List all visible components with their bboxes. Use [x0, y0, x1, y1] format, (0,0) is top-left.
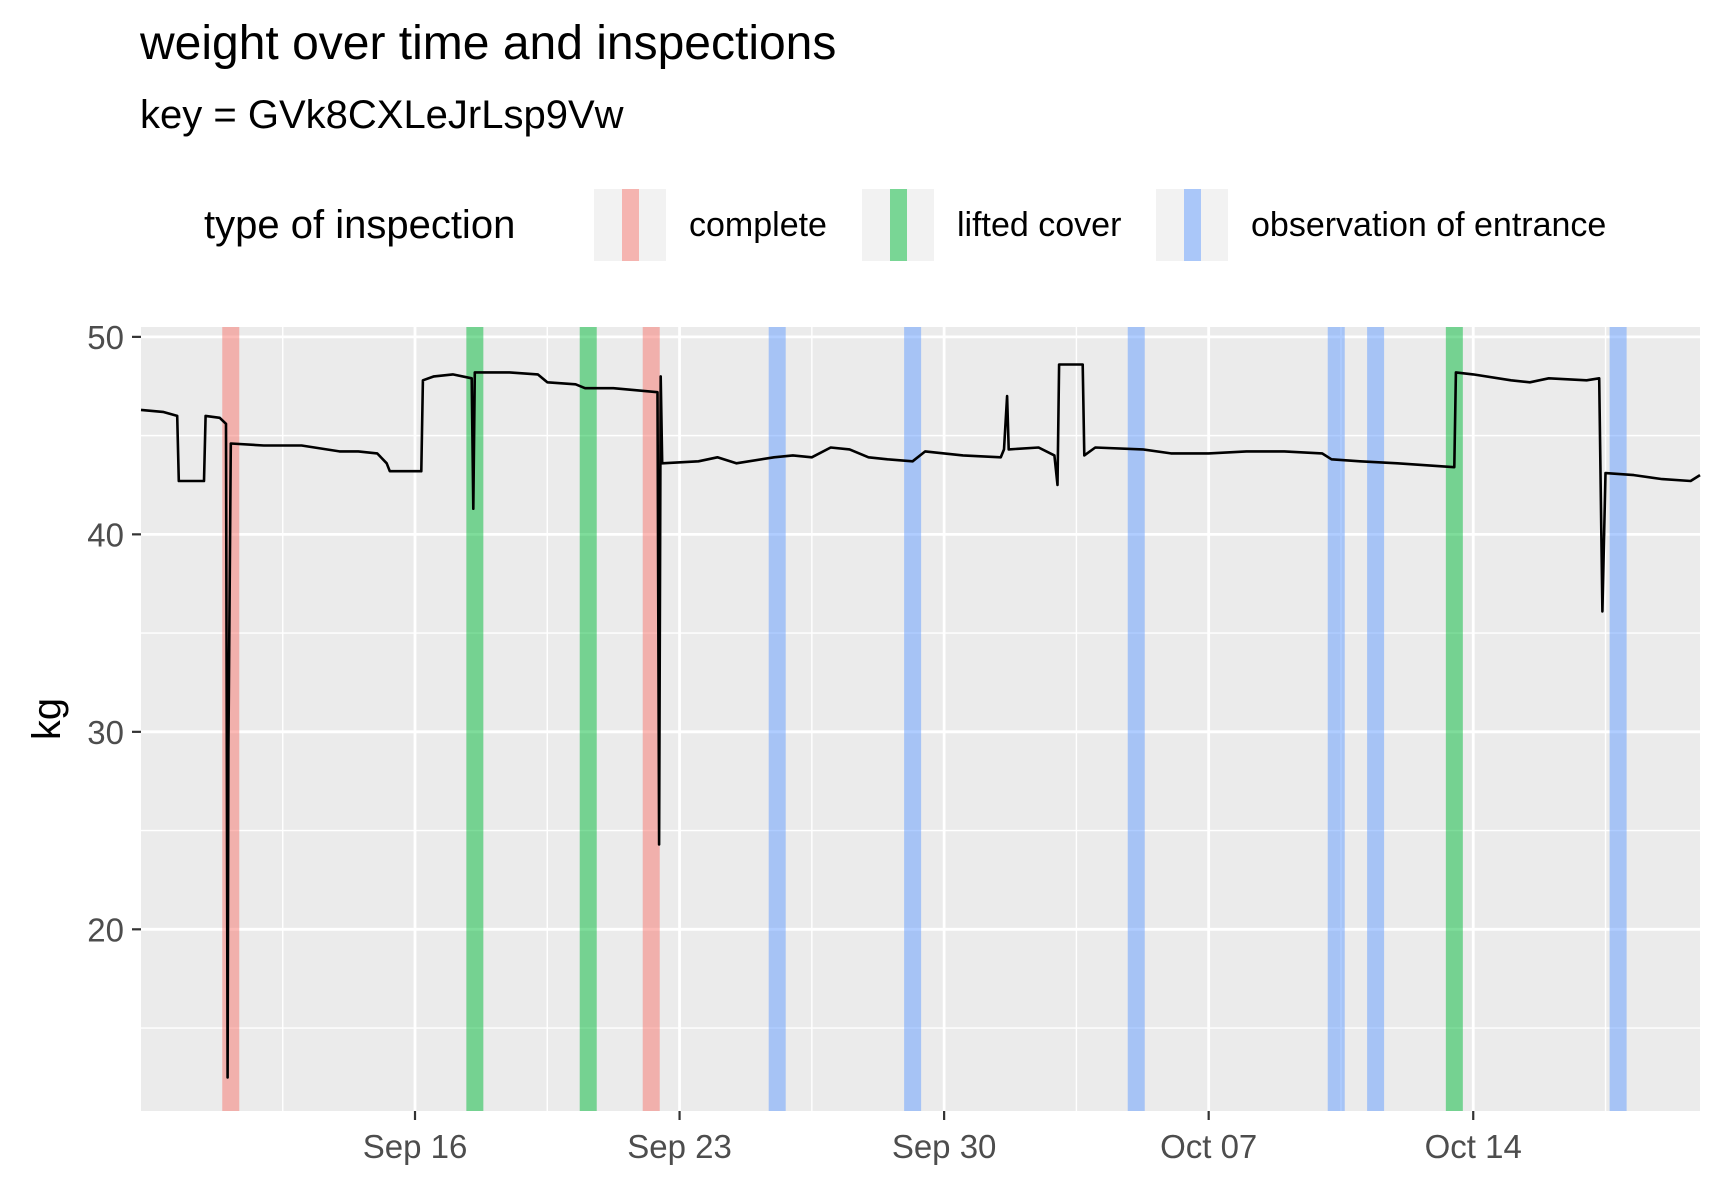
legend-swatch-observation-of-entrance	[1184, 189, 1201, 261]
inspection-band-observation-of-entrance	[768, 327, 786, 1111]
chart-subtitle: key = GVk8CXLeJrLsp9Vw	[140, 93, 624, 137]
legend-title: type of inspection	[204, 203, 516, 247]
legend-swatch-lifted-cover	[890, 189, 907, 261]
legend-swatch-complete	[622, 189, 639, 261]
x-tick-label: Oct 14	[1425, 1128, 1522, 1165]
x-tick-label: Sep 23	[627, 1128, 732, 1165]
x-axis: Sep 16 Sep 23 Sep 30 Oct 07 Oct 14	[363, 1111, 1522, 1165]
inspection-band-observation-of-entrance	[1609, 327, 1627, 1111]
inspection-band-observation-of-entrance	[1127, 327, 1145, 1111]
x-tick-label: Sep 30	[892, 1128, 997, 1165]
inspection-band-lifted-cover	[1445, 327, 1463, 1111]
legend-label-complete: complete	[689, 206, 827, 244]
x-tick-label: Oct 07	[1160, 1128, 1257, 1165]
inspection-bands	[222, 327, 1627, 1111]
x-tick-label: Sep 16	[363, 1128, 468, 1165]
legend-key-complete	[594, 189, 666, 261]
y-axis-title: kg	[25, 698, 69, 740]
y-axis: 20 30 40 50	[87, 319, 141, 948]
y-tick-label: 50	[87, 319, 124, 356]
y-tick-label: 40	[87, 516, 124, 553]
inspection-band-observation-of-entrance	[904, 327, 922, 1111]
inspection-band-complete	[642, 327, 660, 1111]
legend-label-observation-of-entrance: observation of entrance	[1251, 206, 1607, 244]
chart-title: weight over time and inspections	[140, 17, 837, 70]
y-tick-label: 30	[87, 714, 124, 751]
weight-series-line	[140, 363, 1701, 1079]
legend-label-lifted-cover: lifted cover	[957, 206, 1122, 244]
legend-key-observation-of-entrance	[1156, 189, 1228, 261]
inspection-band-lifted-cover	[466, 327, 484, 1111]
inspection-band-observation-of-entrance	[1327, 327, 1345, 1111]
legend: type of inspection complete lifted cover…	[0, 185, 1712, 265]
y-tick-label: 20	[87, 911, 124, 948]
inspection-band-observation-of-entrance	[1367, 327, 1385, 1111]
inspection-band-lifted-cover	[579, 327, 597, 1111]
legend-key-lifted-cover	[862, 189, 934, 261]
